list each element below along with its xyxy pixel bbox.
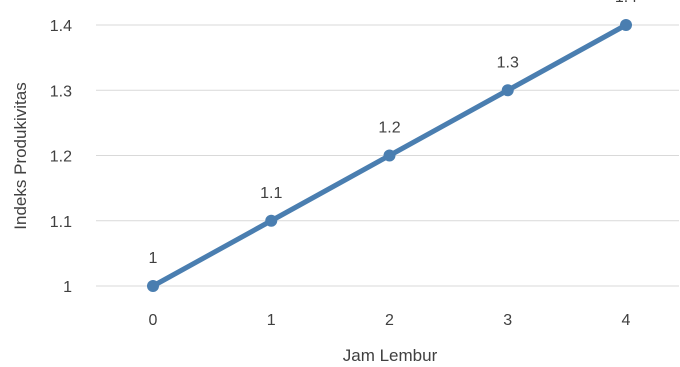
- y-tick-label: 1.3: [50, 83, 72, 100]
- y-tick-label: 1.2: [50, 149, 72, 166]
- data-label: 1.1: [260, 185, 282, 202]
- x-tick-label: 0: [149, 312, 158, 329]
- x-tick-label: 1: [267, 312, 276, 329]
- data-labels: 1 1.1 1.2 1.3 1.4: [149, 0, 638, 267]
- data-label: 1.3: [497, 54, 519, 71]
- y-tick-label: 1: [63, 279, 72, 296]
- data-point: [501, 84, 514, 97]
- data-label: 1.2: [378, 120, 400, 137]
- data-points: [147, 19, 632, 292]
- y-tick-label: 1.1: [50, 214, 72, 231]
- data-point: [383, 149, 396, 162]
- y-tick-label: 1.4: [50, 18, 72, 35]
- data-label: 1: [149, 250, 158, 267]
- x-tick-label: 4: [622, 312, 631, 329]
- x-tick-labels: 0 1 2 3 4: [149, 312, 631, 329]
- data-label: 1.4: [615, 0, 637, 6]
- data-point: [147, 280, 159, 292]
- y-axis-title: Indeks Produkivitas: [11, 82, 30, 229]
- data-point: [620, 19, 632, 31]
- x-axis-title: Jam Lembur: [343, 346, 438, 365]
- x-tick-label: 3: [503, 312, 512, 329]
- y-tick-labels: 1 1.1 1.2 1.3 1.4: [50, 18, 72, 296]
- data-point: [265, 214, 278, 227]
- x-tick-label: 2: [385, 312, 394, 329]
